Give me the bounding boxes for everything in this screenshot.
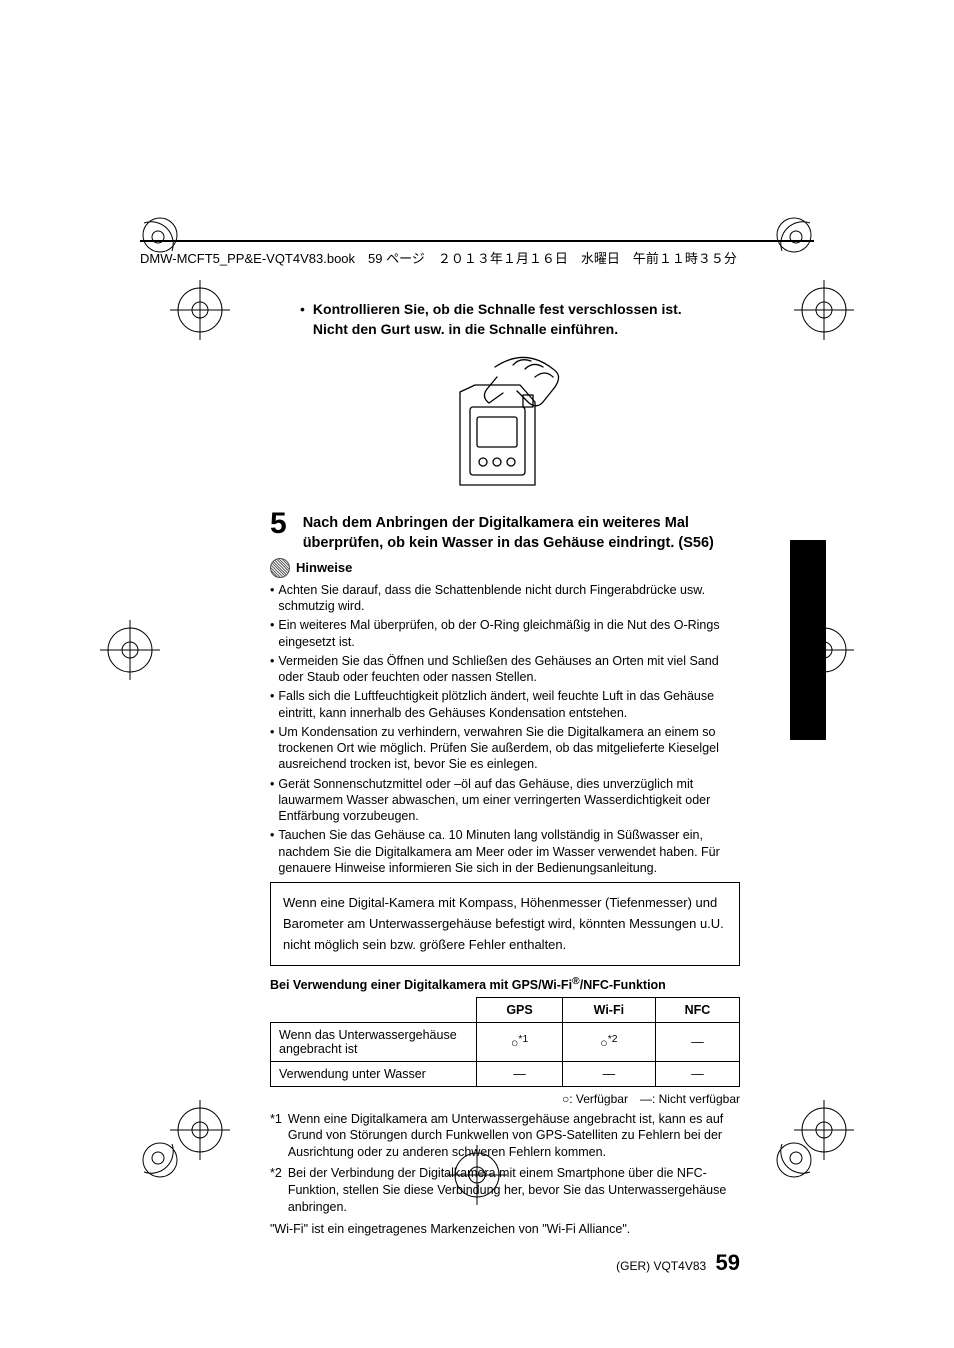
note-text: Achten Sie darauf, dass die Schattenblen… [278,582,740,615]
bullet-dot: • [300,300,305,339]
bullet-text: Kontrollieren Sie, ob die Schnalle fest … [313,300,682,339]
row-label: Verwendung unter Wasser [271,1061,477,1086]
trademark-note: "Wi-Fi" ist ein eingetragenes Markenzeic… [270,1222,740,1236]
note-icon [270,558,290,578]
content-area: • Kontrollieren Sie, ob die Schnalle fes… [270,300,740,1276]
asterisk-text: Wenn eine Digitalkamera am Unterwasserge… [288,1111,740,1162]
crop-mark-bl [140,1140,180,1180]
main-bullet: • Kontrollieren Sie, ob die Schnalle fes… [300,300,740,339]
note-text: Um Kondensation zu verhindern, verwahren… [278,724,740,773]
table-row: Wenn das Unterwassergehäuse angebracht i… [271,1022,740,1061]
note-item: •Falls sich die Luftfeuchtigkeit plötzli… [270,688,740,721]
page-footer: (GER) VQT4V83 59 [270,1250,740,1276]
asterisk-note: *2Bei der Verbindung der Digitalkamera m… [270,1165,740,1216]
table-title-post: /NFC-Funktion [580,979,666,993]
note-bullet: • [270,617,274,650]
table-header: Wi-Fi [562,997,655,1022]
hinweise-header: Hinweise [270,558,740,578]
note-item: •Ein weiteres Mal überprüfen, ob der O-R… [270,617,740,650]
crosshair-ml [100,620,160,680]
note-bullet: • [270,653,274,686]
row-label: Wenn das Unterwassergehäuse angebracht i… [271,1022,477,1061]
note-item: •Um Kondensation zu verhindern, verwahre… [270,724,740,773]
note-bullet: • [270,776,274,825]
note-text: Falls sich die Luftfeuchtigkeit plötzlic… [278,688,740,721]
note-item: •Gerät Sonnenschutzmittel oder –öl auf d… [270,776,740,825]
crosshair-tl [170,280,230,340]
note-text: Ein weiteres Mal überprüfen, ob der O-Ri… [278,617,740,650]
step-5: 5 Nach dem Anbringen der Digitalkamera e… [270,509,740,554]
table-cell: — [656,1061,740,1086]
table-cell: — [562,1061,655,1086]
bullet-line2: Nicht den Gurt usw. in die Schnalle einf… [313,321,618,337]
compat-table: GPSWi-FiNFC Wenn das Unterwassergehäuse a… [270,997,740,1087]
note-text: Tauchen Sie das Gehäuse ca. 10 Minuten l… [278,827,740,876]
step-number: 5 [270,509,287,539]
footer-code: (GER) VQT4V83 [616,1259,706,1273]
crosshair-tr [794,280,854,340]
page-header: DMW-MCFT5_PP&E-VQT4V83.book 59 ページ ２０１３年… [140,240,814,267]
note-item: •Vermeiden Sie das Öffnen und Schließen … [270,653,740,686]
table-cell: — [477,1061,562,1086]
header-text: DMW-MCFT5_PP&E-VQT4V83.book 59 ページ ２０１３年… [140,251,737,266]
table-legend: ○: Verfügbar —: Nicht verfügbar [270,1090,740,1107]
camera-illustration [425,347,585,497]
note-bullet: • [270,724,274,773]
table-row: Verwendung unter Wasser——— [271,1061,740,1086]
note-text: Vermeiden Sie das Öffnen und Schließen d… [278,653,740,686]
note-item: •Tauchen Sie das Gehäuse ca. 10 Minuten … [270,827,740,876]
note-bullet: • [270,688,274,721]
note-item: •Achten Sie darauf, dass die Schattenble… [270,582,740,615]
table-title: Bei Verwendung einer Digitalkamera mit G… [270,976,740,992]
note-bullet: • [270,827,274,876]
crosshair-mr [794,620,854,680]
step-text: Nach dem Anbringen der Digitalkamera ein… [303,509,740,554]
bullet-line1: Kontrollieren Sie, ob die Schnalle fest … [313,301,682,317]
asterisk-note: *1Wenn eine Digitalkamera am Unterwasser… [270,1111,740,1162]
table-cell: ○*1 [477,1022,562,1061]
hinweise-label: Hinweise [296,560,352,575]
table-cell: — [656,1022,740,1061]
asterisk-notes: *1Wenn eine Digitalkamera am Unterwasser… [270,1111,740,1216]
crop-mark-br [774,1140,814,1180]
info-box: Wenn eine Digital-Kamera mit Kompass, Hö… [270,882,740,966]
page-number: 59 [716,1250,740,1275]
table-header: GPS [477,997,562,1022]
info-box-text: Wenn eine Digital-Kamera mit Kompass, Hö… [283,895,724,952]
note-text: Gerät Sonnenschutzmittel oder –öl auf da… [278,776,740,825]
note-bullet: • [270,582,274,615]
table-title-sup: ® [572,976,580,987]
table-title-pre: Bei Verwendung einer Digitalkamera mit G… [270,979,572,993]
table-header: NFC [656,997,740,1022]
asterisk-mark: *1 [270,1111,282,1162]
notes-list: •Achten Sie darauf, dass die Schattenble… [270,582,740,876]
asterisk-text: Bei der Verbindung der Digitalkamera mit… [288,1165,740,1216]
table-cell: ○*2 [562,1022,655,1061]
asterisk-mark: *2 [270,1165,282,1216]
